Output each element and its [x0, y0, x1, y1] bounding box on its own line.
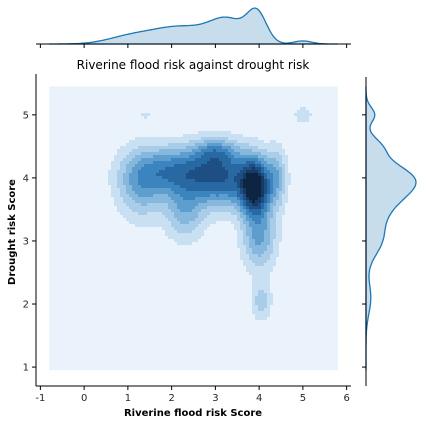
joint-kde-area [49, 86, 338, 371]
y-tick-label: 2 [23, 300, 29, 311]
x-tick-label: 3 [212, 393, 218, 404]
x-tick-label: -1 [35, 393, 45, 404]
x-tick-label: 1 [125, 393, 131, 404]
y-tick-label: 1 [23, 363, 29, 374]
y-marginal-density [362, 77, 417, 386]
axes: -1 0 1 2 3 4 5 6 1 2 3 4 5 [23, 74, 351, 404]
x-marginal-curve [49, 7, 338, 45]
kde-level-9 [243, 173, 261, 203]
y-tick-label: 5 [23, 110, 29, 121]
x-tick-label: 5 [300, 393, 306, 404]
y-marginal-curve [365, 86, 417, 371]
x-tick-label: 6 [343, 393, 349, 404]
x-marginal-density [36, 7, 351, 48]
x-tick-label: 0 [81, 393, 87, 404]
x-axis-label: Riverine flood risk Score [124, 408, 262, 419]
y-tick-label: 4 [23, 173, 29, 184]
y-axis-label: Drought risk Score [7, 179, 18, 285]
x-tick-label: 2 [168, 393, 174, 404]
x-tick-label: 4 [256, 393, 262, 404]
chart-title: Riverine flood risk against drought risk [77, 58, 310, 72]
y-tick-label: 3 [23, 236, 29, 247]
